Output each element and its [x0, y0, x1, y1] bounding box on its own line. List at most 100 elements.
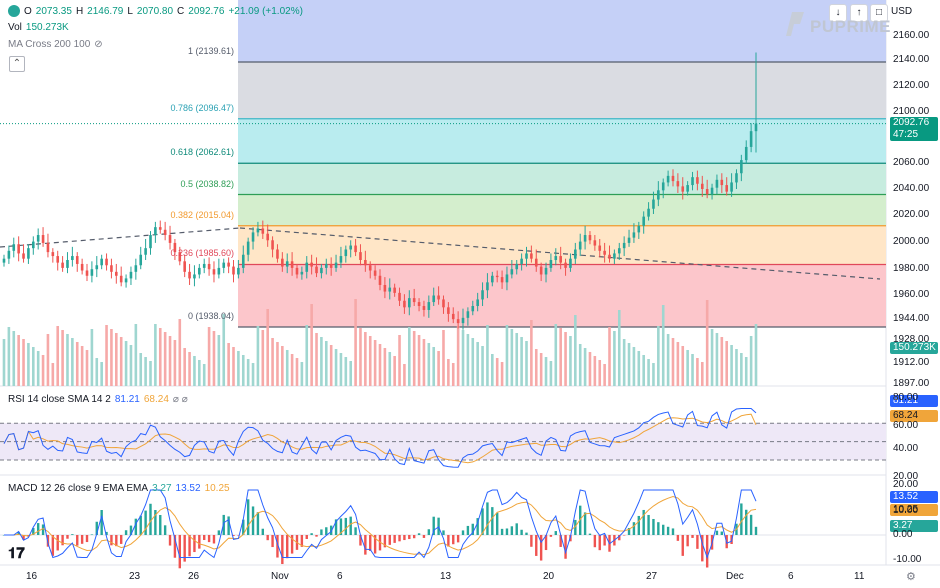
macd-histogram-bar — [349, 516, 352, 535]
candle-body — [735, 173, 738, 183]
candle-body — [530, 253, 533, 259]
scroll-up-button[interactable]: ↑ — [850, 4, 868, 22]
macd-histogram-bar — [447, 535, 450, 547]
trend-line — [0, 227, 241, 248]
volume-bar — [183, 348, 186, 386]
candle-body — [715, 179, 719, 188]
volume-bar — [315, 333, 318, 386]
gear-icon[interactable]: ⚙ — [906, 571, 916, 583]
candle-body — [163, 229, 167, 236]
candle-body — [134, 265, 138, 272]
candle-body — [691, 177, 694, 186]
macd-histogram-bar — [647, 514, 650, 535]
macd-histogram-bar — [286, 535, 289, 559]
fib-zone — [238, 264, 886, 327]
macd-histogram-bar — [290, 535, 294, 554]
volume-bar — [578, 344, 582, 386]
candle-body — [281, 258, 284, 267]
volume-bar — [212, 331, 216, 386]
volume-bar — [456, 326, 460, 386]
macd-histogram-bar — [159, 515, 162, 535]
macd-histogram-bar — [622, 535, 626, 536]
candle-body — [578, 241, 582, 250]
price-scale-label: 2120.00 — [893, 80, 930, 91]
candle-body — [75, 256, 79, 264]
candle-body — [344, 249, 348, 257]
candle-body — [271, 240, 274, 250]
volume-bar — [334, 349, 338, 386]
candle-body — [27, 248, 30, 259]
macd-histogram-bar — [520, 529, 523, 535]
macd-scale-label: -10.00 — [893, 554, 922, 565]
tradingview-logo-icon[interactable]: 𝟏𝟕 — [8, 545, 25, 562]
candle-body — [427, 302, 431, 310]
price-scale-label: 1960.00 — [893, 289, 930, 300]
volume-bar — [188, 352, 191, 386]
time-axis-label: 23 — [129, 571, 141, 582]
volume-bar — [124, 341, 128, 386]
volume-bar — [66, 334, 69, 386]
candle-body — [388, 287, 392, 292]
candle-body — [178, 252, 182, 262]
macd-histogram-bar — [466, 525, 470, 535]
candle-body — [232, 266, 235, 275]
macd-signal-tag-value: 10.25 — [893, 504, 919, 515]
volume-bar — [149, 361, 152, 386]
macd-histogram-bar — [539, 535, 543, 561]
volume-bar — [583, 348, 587, 386]
countdown-value: 47:25 — [893, 129, 919, 140]
volume-bar — [730, 345, 733, 386]
candle-body — [227, 262, 230, 267]
macd-legend: MACD 12 26 close 9 EMA EMA 3.27 13.52 10… — [8, 483, 230, 494]
candle-body — [451, 313, 455, 320]
macd-histogram-bar — [417, 533, 421, 535]
candle-body — [198, 267, 201, 275]
macd-histogram-bar — [51, 535, 55, 556]
volume-bar — [510, 329, 514, 386]
candle-body — [80, 263, 84, 271]
macd-histogram-bar — [510, 526, 514, 535]
volume-bar — [735, 349, 738, 386]
macd-scale-label: 20.00 — [893, 479, 919, 490]
collapse-legend-button[interactable]: ⌃ — [9, 56, 25, 72]
macd-histogram-bar — [671, 528, 675, 535]
macd-histogram-bar — [315, 535, 318, 537]
candle-body — [559, 256, 562, 263]
candle-body — [124, 278, 128, 283]
currency-select[interactable]: USD — [889, 4, 937, 20]
eye-off-icon[interactable]: ⊘ — [94, 39, 103, 50]
candle-body — [627, 237, 631, 243]
candle-body — [85, 270, 89, 276]
volume-bar — [276, 342, 279, 386]
volume-bar — [75, 342, 79, 386]
macd-hist-tag: 3.27 — [890, 520, 938, 532]
macd-histogram-bar — [432, 516, 435, 535]
macd-histogram-bar — [618, 535, 621, 541]
candle-body — [534, 258, 538, 267]
macd-histogram-bar — [66, 535, 69, 539]
macd-histogram-bar — [305, 535, 308, 540]
macd-label: MACD 12 26 close 9 EMA EMA — [8, 483, 149, 494]
candle-body — [432, 295, 436, 303]
scroll-down-button[interactable]: ↓ — [829, 4, 847, 22]
candle-body — [41, 235, 45, 243]
macd-histogram-bar — [412, 535, 416, 539]
volume-bar — [632, 347, 636, 386]
candle-body — [700, 183, 704, 190]
macd-histogram-bar — [481, 508, 484, 535]
macd-histogram-bar — [705, 535, 709, 568]
volume-bar — [564, 332, 567, 386]
macd-histogram-bar — [588, 533, 592, 535]
settings-button[interactable]: □ — [870, 4, 888, 22]
volume-bar — [329, 345, 333, 386]
volume-bar — [749, 336, 753, 386]
rsi-legend: RSI 14 close SMA 14 2 81.21 68.24 ⌀ ⌀ — [8, 394, 188, 405]
candle-body — [295, 267, 299, 275]
volume-bar — [168, 336, 172, 386]
candle-body — [681, 186, 685, 192]
macd-histogram-bar — [696, 535, 699, 549]
volume-bar — [202, 364, 206, 386]
macd-histogram-bar — [36, 523, 40, 535]
symbol-icon[interactable] — [8, 5, 20, 17]
